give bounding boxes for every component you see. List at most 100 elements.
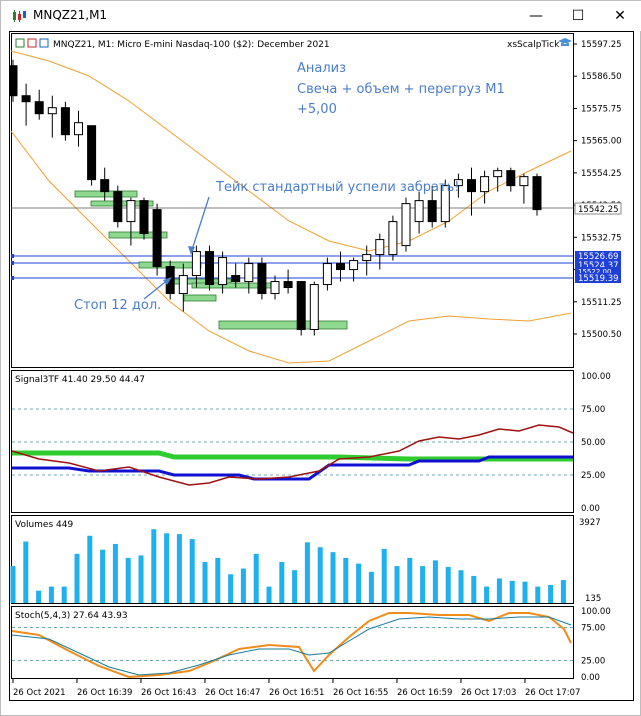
volume-bar	[292, 570, 298, 603]
volume-cluster-box	[108, 231, 168, 239]
candle-body	[47, 107, 57, 115]
candle-body	[21, 95, 31, 103]
stoch-axis: 100.00 75.00 25.00 0.00	[581, 607, 611, 683]
candle-body	[139, 200, 149, 235]
close-button[interactable]: ✕	[614, 8, 626, 24]
volume-bar	[100, 549, 106, 603]
time-tick-label: 26 Oct 16:43	[141, 688, 196, 698]
candle-body	[34, 101, 44, 115]
volume-bar	[112, 543, 118, 603]
candle-body	[113, 191, 123, 223]
volume-bar	[36, 590, 42, 603]
volume-cluster-box	[218, 320, 348, 330]
volume-bar	[343, 557, 349, 603]
minimize-button[interactable]: —	[529, 8, 543, 24]
time-tick-label: 26 Oct 17:03	[461, 688, 516, 698]
upper-band	[10, 50, 572, 252]
candle-body	[519, 176, 529, 187]
price-tick-label: 15565.00	[581, 137, 622, 147]
signal-panel	[11, 370, 574, 513]
candle-body	[375, 239, 385, 256]
lower-band	[10, 130, 572, 364]
svg-text:15522.00: 15522.00	[578, 268, 611, 276]
price-tick-label: 15511.25	[581, 298, 622, 308]
volume-bar	[228, 574, 234, 603]
stoch-label: Stoch(5,4,3) 27.64 43.93	[15, 611, 128, 621]
candle-body	[401, 203, 411, 247]
svg-text:15542.25: 15542.25	[578, 205, 619, 215]
candle-body	[480, 176, 490, 193]
volume-bar	[125, 557, 131, 603]
svg-text:15524.37: 15524.37	[578, 261, 619, 271]
time-tick-label: 26 Oct 16:59	[397, 688, 452, 698]
time-tick-label: 26 Oct 2021	[13, 688, 66, 698]
maximize-button[interactable]: ☐	[571, 8, 585, 24]
chart-header: MNQZ21, M1: Micro E-mini Nasdaq-100 ($2)…	[53, 40, 330, 50]
candle-body	[493, 170, 503, 178]
volume-label: Volumes 449	[15, 520, 73, 530]
candle-body	[257, 263, 267, 295]
annotation-title: Анализ	[297, 61, 346, 76]
window-title: MNQZ21,M1	[33, 8, 108, 22]
time-axis: 26 Oct 2021 26 Oct 16:39 26 Oct 16:43 26 Oc…	[12, 679, 580, 698]
candle-body	[270, 281, 280, 295]
signal-red-line	[11, 424, 574, 486]
stop-loss-label: Стоп 12 дол.	[74, 298, 161, 313]
price-tag-3: 15522.00	[575, 267, 621, 276]
level-marker	[11, 276, 14, 280]
volume-bar	[356, 563, 362, 603]
chart-canvas[interactable]: MNQZ21, M1: Micro E-mini Nasdaq-100 ($2)…	[9, 31, 634, 701]
candle-body	[100, 179, 110, 193]
volume-panel	[11, 515, 574, 604]
candle-body	[388, 221, 398, 256]
time-tick-label: 26 Oct 17:07	[525, 688, 580, 698]
signal-tick-label: 25.00	[581, 471, 605, 481]
volume-bar	[48, 586, 54, 603]
volume-bar	[432, 560, 438, 603]
volume-bar	[202, 562, 208, 603]
volume-bar	[548, 584, 554, 603]
candle-body	[309, 284, 319, 331]
volume-bar	[394, 566, 400, 603]
signal-tick-label: 0.00	[581, 504, 600, 514]
volume-bar	[560, 580, 566, 603]
volume-bar	[23, 541, 29, 603]
graduation-cap-icon	[558, 38, 572, 46]
candle-body	[322, 263, 332, 286]
candle-body	[9, 65, 18, 97]
candle-body	[218, 257, 228, 286]
volume-bar	[522, 581, 528, 603]
annotation-line3: +5,00	[297, 102, 337, 117]
signal-tick-label: 100.00	[581, 372, 611, 382]
candle-body	[440, 185, 450, 223]
volume-bar	[471, 575, 477, 603]
stoch-tick-label: 0.00	[581, 673, 600, 683]
volume-bar	[138, 555, 144, 603]
level-marker	[11, 254, 14, 258]
title-bar: MNQZ21,M1 — ☐ ✕	[1, 1, 641, 31]
signal-green-line	[12, 450, 573, 462]
candle-body	[427, 200, 437, 223]
stoch-main-line	[11, 612, 572, 679]
take-profit-label: Тейк стандартный успели забрать!	[215, 180, 459, 195]
candle-body	[244, 263, 254, 283]
volume-bar	[253, 553, 259, 603]
svg-text:15526.69: 15526.69	[578, 252, 619, 262]
candle-body	[532, 176, 542, 211]
volume-bar	[420, 566, 426, 603]
volume-bar	[189, 539, 195, 603]
volume-bar	[317, 547, 323, 603]
time-tick-label: 26 Oct 16:47	[205, 688, 260, 698]
stoch-tick-label: 100.00	[581, 607, 611, 617]
candle-body	[506, 170, 516, 187]
price-tick-label: 15597.25	[581, 40, 622, 50]
volume-bar	[496, 578, 502, 603]
take-arrow-head-icon	[188, 246, 195, 255]
annotation-line2: Свеча + объем + перегруз М1	[297, 82, 505, 97]
take-arrow	[190, 196, 210, 254]
stop-arrow-head-icon	[163, 277, 172, 285]
chart-header-icons[interactable]	[15, 38, 49, 48]
candle-body	[191, 251, 201, 277]
volume-bar	[87, 535, 93, 603]
